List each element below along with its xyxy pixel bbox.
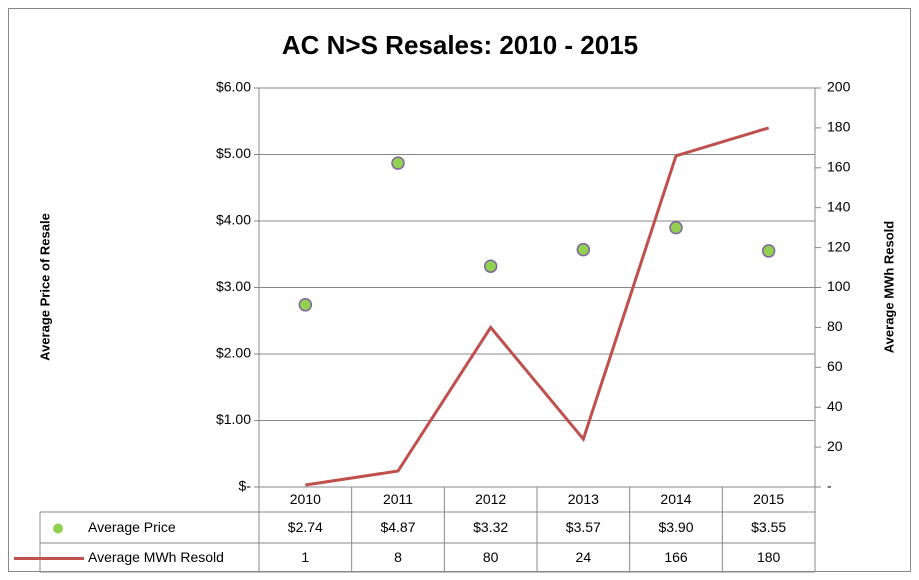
data-label: $3.57	[566, 519, 601, 535]
legend-label: Average MWh Resold	[88, 549, 224, 565]
x-tick-label: 2014	[660, 491, 691, 507]
x-tick-label: 2012	[475, 491, 506, 507]
point	[576, 242, 591, 257]
y2-tick-label: -	[827, 478, 832, 494]
data-label: $3.32	[473, 519, 508, 535]
x-tick-label: 2015	[753, 491, 784, 507]
y-tick-label: $4.00	[216, 212, 251, 228]
x-tick-label: 2011	[383, 491, 413, 507]
x-tick-label: 2013	[568, 491, 599, 507]
data-label: 80	[483, 549, 499, 565]
y2-tick-label: 80	[827, 318, 843, 334]
data-label: 24	[576, 549, 592, 565]
point	[669, 220, 683, 235]
legend-label: Average Price	[88, 519, 176, 535]
y-tick-label: $5.00	[216, 145, 251, 161]
point	[761, 244, 776, 258]
y-axis-label: Average Price of Resale	[37, 213, 52, 361]
y2-tick-label: 60	[827, 358, 843, 374]
data-label: 8	[394, 549, 402, 565]
y-tick-label: $6.00	[216, 79, 251, 95]
data-label: 180	[757, 549, 781, 565]
y2-tick-label: 100	[827, 278, 851, 294]
y2-tick-label: 200	[827, 79, 851, 95]
y-tick-label: $1.00	[216, 411, 251, 427]
line	[305, 126, 770, 487]
y-tick-label: $3.00	[216, 278, 251, 294]
y2-tick-label: 140	[827, 198, 851, 214]
data-label: $3.55	[751, 519, 786, 535]
point	[391, 156, 405, 170]
y2-tick-label: 120	[827, 238, 851, 254]
y-tick-label: $-	[239, 478, 252, 494]
y2-tick-label: 160	[827, 159, 851, 175]
y-tick-label: $2.00	[216, 345, 251, 361]
data-label: $2.74	[288, 519, 323, 535]
data-label: $3.90	[658, 519, 693, 535]
y2-tick-label: 40	[827, 398, 843, 414]
data-label: 1	[301, 549, 309, 565]
chart-border	[8, 8, 911, 572]
chart-title: AC N>S Resales: 2010 - 2015	[282, 30, 638, 60]
data-label: $4.87	[380, 519, 415, 535]
point	[483, 259, 498, 273]
y2-tick-label: 180	[827, 119, 851, 135]
x-tick-label: 2010	[290, 491, 321, 507]
y2-axis-label: Average MWh Resold	[881, 221, 896, 353]
point	[298, 298, 313, 312]
data-label: 166	[664, 549, 688, 565]
legend-swatch	[53, 523, 63, 534]
y2-tick-label: 20	[827, 438, 843, 454]
